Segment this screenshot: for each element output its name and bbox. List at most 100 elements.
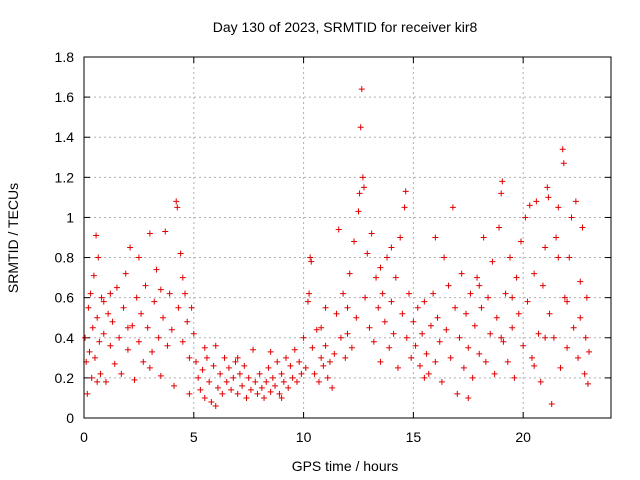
data-point — [375, 304, 382, 311]
data-point — [135, 254, 142, 261]
data-point — [449, 204, 456, 211]
data-point — [144, 324, 151, 331]
data-point — [300, 334, 307, 341]
data-point — [120, 304, 127, 311]
data-point — [308, 258, 315, 265]
data-point — [203, 354, 210, 361]
data-point — [344, 304, 351, 311]
x-tick-label: 10 — [296, 429, 312, 445]
data-point — [96, 338, 103, 345]
data-point — [173, 198, 180, 205]
data-point — [388, 298, 395, 305]
data-point — [118, 370, 125, 377]
data-point — [458, 270, 465, 277]
data-point — [184, 318, 191, 325]
data-point — [436, 338, 443, 345]
data-point — [465, 394, 472, 401]
data-point — [423, 350, 430, 357]
data-point — [348, 344, 355, 351]
data-point — [344, 330, 351, 337]
data-point — [432, 234, 439, 241]
data-point — [162, 228, 169, 235]
data-point — [155, 334, 162, 341]
data-point — [564, 344, 571, 351]
data-point — [403, 334, 410, 341]
data-point — [373, 274, 380, 281]
data-point — [160, 314, 167, 321]
data-point — [254, 390, 261, 397]
data-point — [379, 290, 386, 297]
data-point — [416, 362, 423, 369]
data-point — [179, 338, 186, 345]
x-tick-label: 0 — [80, 429, 88, 445]
data-point — [353, 314, 360, 321]
data-point — [109, 318, 116, 325]
data-point — [272, 382, 279, 389]
data-point — [513, 274, 520, 281]
data-point — [496, 224, 503, 231]
data-point — [157, 286, 164, 293]
data-point — [412, 342, 419, 349]
data-point — [315, 378, 322, 385]
data-point — [408, 354, 415, 361]
data-point — [467, 290, 474, 297]
data-point — [362, 294, 369, 301]
data-point — [100, 330, 107, 337]
data-point — [280, 378, 287, 385]
data-point — [421, 298, 428, 305]
data-point — [179, 274, 186, 281]
data-point — [138, 310, 145, 317]
data-point — [225, 364, 232, 371]
data-point — [445, 282, 452, 289]
data-point — [124, 324, 131, 331]
data-point — [395, 364, 402, 371]
data-point — [293, 378, 300, 385]
data-point — [447, 354, 454, 361]
data-point — [438, 378, 445, 385]
data-point — [402, 188, 409, 195]
data-point — [201, 344, 208, 351]
data-point — [256, 370, 263, 377]
data-point — [331, 350, 338, 357]
data-point — [544, 184, 551, 191]
data-point — [166, 290, 173, 297]
data-point — [95, 254, 102, 261]
data-point — [485, 294, 492, 301]
data-point — [546, 310, 553, 317]
data-point — [559, 146, 566, 153]
data-point — [568, 214, 575, 221]
data-point — [430, 290, 437, 297]
data-point — [550, 334, 557, 341]
data-point — [252, 378, 259, 385]
data-point — [555, 254, 562, 261]
data-point — [581, 370, 588, 377]
data-point — [250, 346, 257, 353]
data-point — [405, 290, 412, 297]
data-point — [355, 208, 362, 215]
data-point — [175, 304, 182, 311]
data-point — [107, 290, 114, 297]
data-point — [212, 402, 219, 409]
data-point — [192, 358, 199, 365]
data-point — [199, 366, 206, 373]
data-point — [214, 384, 221, 391]
data-point — [499, 178, 506, 185]
data-point — [531, 362, 538, 369]
x-axis-label: GPS time / hours — [292, 458, 399, 474]
data-point — [210, 362, 217, 369]
data-point — [356, 190, 363, 197]
y-tick-label: 0.4 — [55, 330, 75, 346]
data-point — [82, 334, 89, 341]
data-point — [333, 310, 340, 317]
data-point — [188, 304, 195, 311]
data-point — [360, 184, 367, 191]
data-point — [116, 334, 123, 341]
data-point — [168, 326, 175, 333]
data-point — [177, 250, 184, 257]
y-tick-label: 1.2 — [55, 169, 75, 185]
data-point — [474, 274, 481, 281]
data-point — [584, 380, 591, 387]
data-point — [267, 348, 274, 355]
data-point — [582, 334, 589, 341]
y-tick-label: 0.8 — [55, 250, 75, 266]
